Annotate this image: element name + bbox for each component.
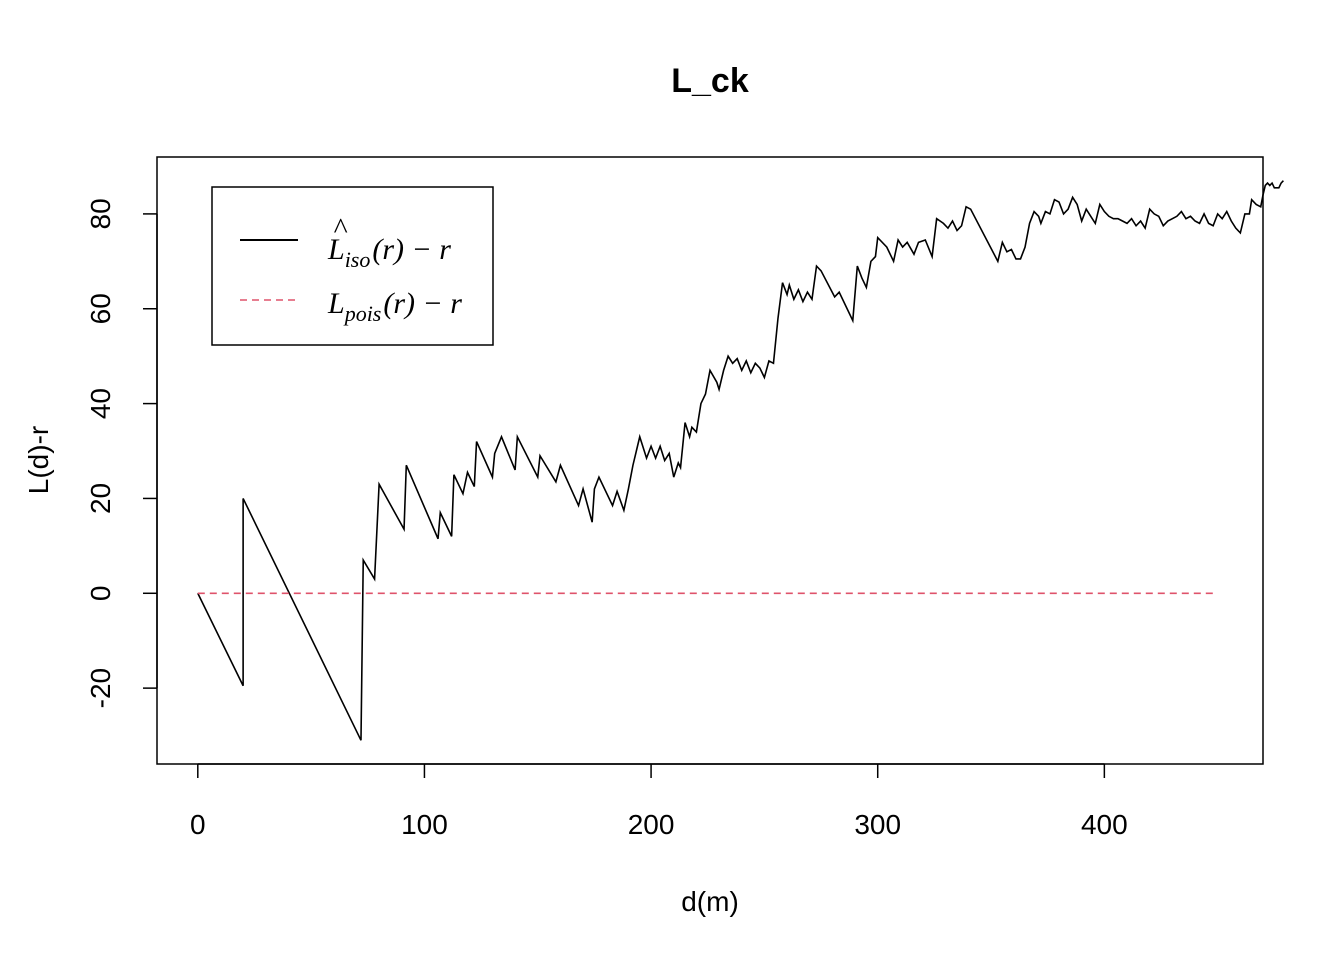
y-tick-label: 20 [85, 483, 116, 514]
chart-title: L_ck [671, 62, 749, 100]
legend-entry-2-sub: pois [343, 301, 382, 326]
legend-box [211, 186, 494, 346]
x-axis: 0 100 200 300 400 [190, 763, 1128, 840]
x-axis-label: d(m) [681, 886, 739, 917]
legend-entry-1: Liso(r) − r [327, 233, 451, 272]
x-tick-label: 100 [401, 809, 448, 840]
legend-entry-2-main: L [327, 287, 345, 320]
x-tick-label: 0 [190, 809, 206, 840]
legend-entry-1-tail: (r) − r [372, 233, 451, 266]
y-axis: -20 0 20 40 60 80 [85, 198, 158, 708]
legend-entry-2: Lpois(r) − r [327, 287, 462, 326]
y-tick-label: 60 [85, 293, 116, 324]
x-tick-label: 300 [854, 809, 901, 840]
y-tick-label: 80 [85, 198, 116, 229]
y-tick-label: 40 [85, 388, 116, 419]
legend-entry-1-sub: iso [345, 247, 371, 272]
y-tick-label: 0 [85, 585, 116, 601]
legend-hat: ^ [333, 212, 348, 245]
series-layer [197, 180, 1284, 741]
x-tick-label: 400 [1081, 809, 1128, 840]
legend-entry-2-tail: (r) − r [383, 287, 462, 320]
x-tick-label: 200 [628, 809, 675, 840]
y-tick-label: -20 [85, 668, 116, 708]
legend: Liso(r) − r ^ Lpois(r) − r [211, 186, 494, 346]
legend-entry-1-main: L [327, 233, 345, 266]
y-axis-label: L(d)-r [23, 426, 54, 494]
series-line-iso [197, 180, 1284, 741]
